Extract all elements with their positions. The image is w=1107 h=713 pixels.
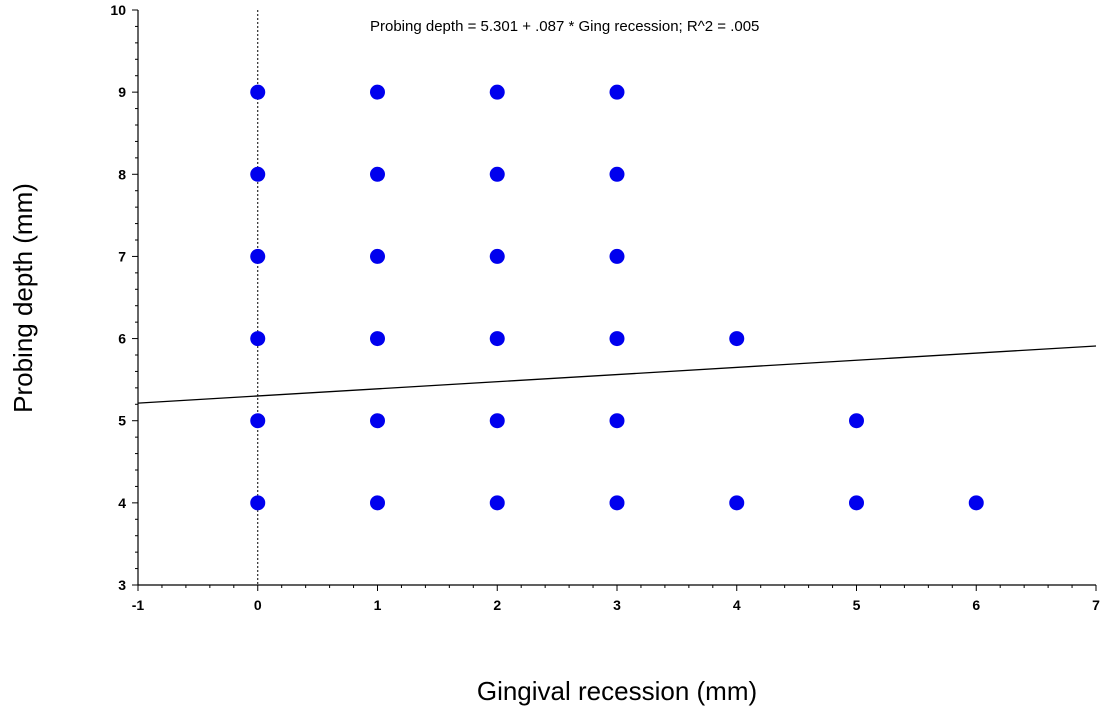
- y-tick-label: 5: [118, 413, 126, 429]
- data-point: [370, 495, 385, 511]
- data-point: [609, 413, 625, 429]
- data-point: [370, 331, 385, 347]
- y-tick-label: 7: [118, 248, 126, 264]
- y-tick-label: 8: [118, 166, 126, 182]
- data-point: [849, 495, 864, 511]
- data-point: [250, 331, 266, 347]
- data-point: [370, 166, 385, 182]
- data-point: [849, 413, 864, 429]
- data-point: [250, 413, 266, 429]
- x-tick-label: 2: [493, 597, 501, 613]
- x-tick-label: -1: [132, 597, 145, 613]
- x-tick-label: 5: [853, 597, 861, 613]
- data-point: [609, 166, 625, 182]
- x-tick-label: 1: [374, 597, 382, 613]
- data-point: [609, 84, 625, 100]
- data-point: [609, 331, 625, 347]
- x-tick-label: 6: [972, 597, 980, 613]
- data-point: [370, 413, 385, 429]
- ticks-layer: -1 0 1 2 3 4 5 6 7 3 4 5 6 7 8 9 10: [110, 2, 1100, 613]
- x-tick-label: 0: [254, 597, 262, 613]
- data-point: [729, 331, 745, 347]
- data-point: [489, 495, 505, 511]
- data-point: [250, 248, 266, 264]
- y-tick-label: 6: [118, 331, 126, 347]
- data-point: [489, 413, 505, 429]
- y-tick-label: 3: [118, 577, 126, 593]
- x-tick-label: 3: [613, 597, 621, 613]
- data-point: [729, 495, 745, 511]
- points-layer: [250, 84, 984, 511]
- x-tick-label: 4: [733, 597, 741, 613]
- regression-line: [137, 345, 1097, 404]
- regression-equation: Probing depth = 5.301 + .087 * Ging rece…: [370, 18, 759, 35]
- data-point: [250, 166, 266, 182]
- x-axis-title: Gingival recession (mm): [477, 676, 757, 706]
- y-tick-label: 9: [118, 84, 126, 100]
- data-point: [250, 495, 266, 511]
- data-point: [370, 84, 385, 100]
- y-tick-label: 10: [110, 2, 126, 18]
- data-point: [609, 248, 625, 264]
- regression-line-layer: [137, 345, 1097, 404]
- y-tick-label: 4: [118, 495, 126, 511]
- data-point: [489, 331, 505, 347]
- y-axis-title: Probing depth (mm): [8, 183, 38, 413]
- data-point: [968, 495, 984, 511]
- data-point: [489, 248, 505, 264]
- data-point: [250, 84, 266, 100]
- x-tick-label: 7: [1092, 597, 1100, 613]
- data-point: [609, 495, 625, 511]
- data-point: [370, 248, 385, 264]
- data-point: [489, 166, 505, 182]
- data-point: [489, 84, 505, 100]
